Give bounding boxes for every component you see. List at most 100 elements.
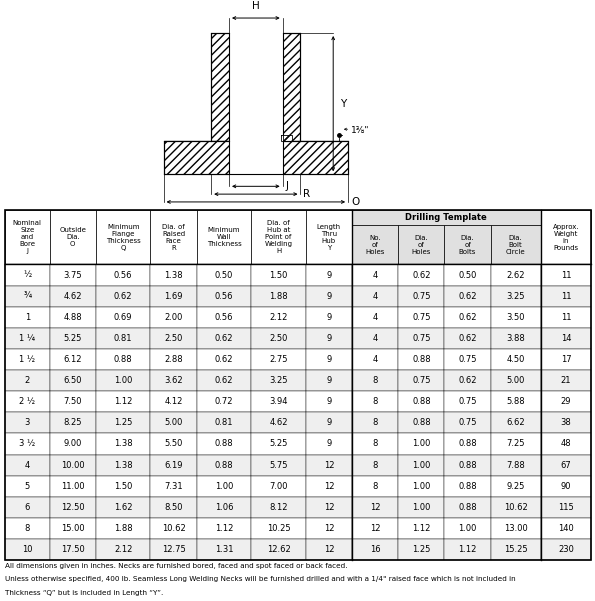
Text: 3.75: 3.75 <box>64 270 82 279</box>
Bar <box>5 475 50 497</box>
Bar <box>5 328 50 349</box>
Text: 0.62: 0.62 <box>114 291 133 300</box>
Bar <box>306 370 352 391</box>
Text: 0.81: 0.81 <box>114 334 133 343</box>
Text: 2.50: 2.50 <box>164 334 183 343</box>
Text: 17: 17 <box>560 355 571 364</box>
Bar <box>197 328 251 349</box>
Text: 12.75: 12.75 <box>162 545 186 554</box>
Text: 12: 12 <box>370 524 380 533</box>
Text: 1: 1 <box>24 313 30 322</box>
Bar <box>251 210 306 264</box>
Text: 4.62: 4.62 <box>270 418 288 427</box>
Bar <box>306 285 352 307</box>
Text: 9: 9 <box>326 439 331 448</box>
Bar <box>96 412 151 433</box>
Text: 0.62: 0.62 <box>458 313 477 322</box>
Text: 2.00: 2.00 <box>164 313 183 322</box>
Text: 9: 9 <box>326 397 331 406</box>
Bar <box>398 539 444 560</box>
Bar <box>306 210 352 264</box>
Text: 0.56: 0.56 <box>114 270 133 279</box>
Text: 3.25: 3.25 <box>270 376 288 385</box>
Bar <box>352 328 398 349</box>
Text: 1.00: 1.00 <box>412 503 431 512</box>
Bar <box>491 433 541 454</box>
Text: 2.62: 2.62 <box>506 270 525 279</box>
Text: 4: 4 <box>372 334 378 343</box>
Text: 6.19: 6.19 <box>164 460 183 469</box>
Bar <box>398 264 444 285</box>
Text: 5.88: 5.88 <box>506 397 525 406</box>
Bar <box>444 349 491 370</box>
Bar <box>251 433 306 454</box>
Bar <box>352 433 398 454</box>
Bar <box>352 370 398 391</box>
Bar <box>491 518 541 539</box>
Bar <box>151 328 197 349</box>
Text: 0.88: 0.88 <box>412 397 431 406</box>
Text: 8: 8 <box>372 439 378 448</box>
Text: 2 ½: 2 ½ <box>19 397 35 406</box>
Bar <box>5 210 591 560</box>
Bar <box>5 210 50 264</box>
Bar <box>197 433 251 454</box>
Text: 4.12: 4.12 <box>164 397 183 406</box>
Bar <box>197 518 251 539</box>
Bar <box>398 497 444 518</box>
Text: Length
Thru
Hub
Y: Length Thru Hub Y <box>317 224 341 251</box>
Bar <box>50 328 96 349</box>
Bar <box>352 349 398 370</box>
Bar <box>96 264 151 285</box>
Bar <box>352 539 398 560</box>
Bar <box>96 349 151 370</box>
Bar <box>306 454 352 475</box>
Text: 1.25: 1.25 <box>412 545 431 554</box>
Bar <box>491 264 541 285</box>
Text: 3.88: 3.88 <box>506 334 525 343</box>
Bar <box>491 349 541 370</box>
Text: 9.25: 9.25 <box>506 482 525 490</box>
Bar <box>5 264 50 285</box>
Text: O: O <box>351 197 359 207</box>
Text: 1.88: 1.88 <box>269 291 288 300</box>
Bar <box>444 454 491 475</box>
Text: Dia.
of
Holes: Dia. of Holes <box>412 235 431 255</box>
Text: 0.75: 0.75 <box>412 313 431 322</box>
Bar <box>541 475 591 497</box>
Bar <box>50 285 96 307</box>
Text: 8: 8 <box>24 524 30 533</box>
Text: 1 ¼: 1 ¼ <box>19 334 35 343</box>
Text: Nominal
Size
and
Bore
J: Nominal Size and Bore J <box>12 221 42 254</box>
Text: 1⅜": 1⅜" <box>351 126 369 135</box>
Bar <box>151 307 197 328</box>
Text: 9: 9 <box>326 418 331 427</box>
Text: Dia.
of
Bolts: Dia. of Bolts <box>459 235 476 255</box>
Bar <box>444 328 491 349</box>
Text: 12: 12 <box>324 503 334 512</box>
Text: 0.88: 0.88 <box>458 460 477 469</box>
Text: 1.00: 1.00 <box>412 482 431 490</box>
Text: 12: 12 <box>370 503 380 512</box>
Text: 9.00: 9.00 <box>64 439 82 448</box>
Text: 1.06: 1.06 <box>215 503 233 512</box>
Bar <box>283 33 300 141</box>
Bar <box>398 349 444 370</box>
Bar <box>352 210 541 225</box>
Bar <box>5 307 50 328</box>
Bar <box>197 454 251 475</box>
Bar <box>491 370 541 391</box>
Bar <box>541 518 591 539</box>
Text: 13.00: 13.00 <box>504 524 528 533</box>
Text: 8: 8 <box>372 418 378 427</box>
Bar <box>251 328 306 349</box>
Text: 15.00: 15.00 <box>61 524 84 533</box>
Bar <box>541 391 591 412</box>
Bar <box>151 518 197 539</box>
Text: 10.62: 10.62 <box>504 503 528 512</box>
Bar <box>444 285 491 307</box>
Text: 1.00: 1.00 <box>412 460 431 469</box>
Text: Drilling Template: Drilling Template <box>405 213 487 222</box>
Text: 67: 67 <box>560 460 571 469</box>
Text: 0.88: 0.88 <box>412 355 431 364</box>
